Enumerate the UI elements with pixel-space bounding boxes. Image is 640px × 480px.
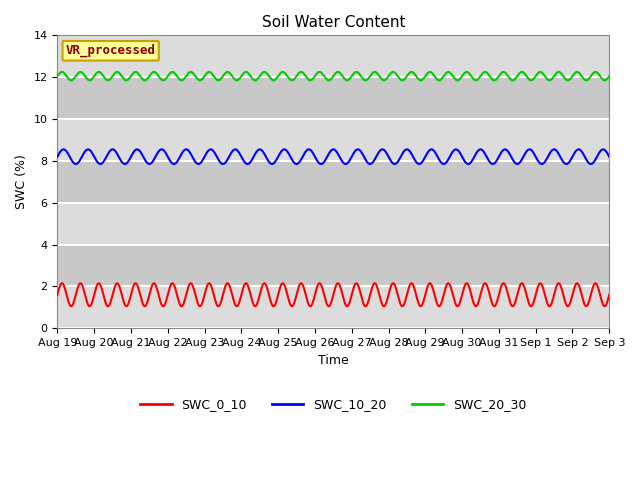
Bar <box>58 203 609 244</box>
Y-axis label: SWC (%): SWC (%) <box>15 155 28 209</box>
Legend: SWC_0_10, SWC_10_20, SWC_20_30: SWC_0_10, SWC_10_20, SWC_20_30 <box>135 393 531 416</box>
Title: Soil Water Content: Soil Water Content <box>262 15 405 30</box>
Bar <box>58 36 609 77</box>
Bar <box>58 119 609 161</box>
X-axis label: Time: Time <box>318 353 349 367</box>
Text: VR_processed: VR_processed <box>66 44 156 58</box>
Bar <box>58 244 609 287</box>
Bar <box>58 161 609 203</box>
Bar <box>58 77 609 119</box>
Bar <box>58 287 609 328</box>
